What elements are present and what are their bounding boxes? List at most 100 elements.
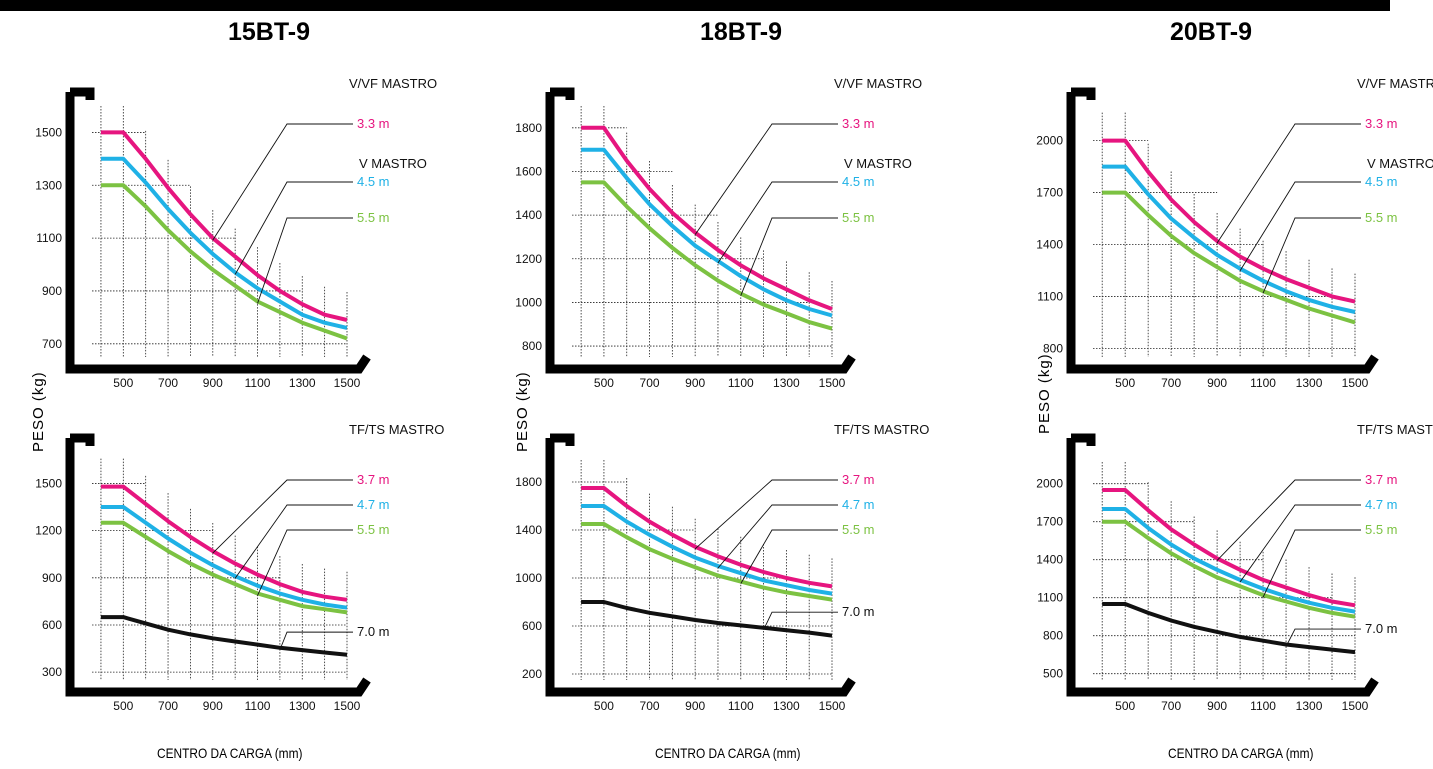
y-tick-label: 2000: [1036, 477, 1063, 491]
leader-line: [1262, 529, 1361, 598]
chart-panel-3: 200 600 1000 1400 1800 500 700 900 1100 1300 1500 3…: [515, 422, 929, 713]
series-line-3-7-m: [1102, 488, 1356, 608]
mast-header: V/VF MASTRO: [834, 76, 922, 91]
leader-line: [1262, 217, 1361, 294]
y-tick-label: 1400: [515, 523, 542, 537]
x-tick-label: 900: [1207, 699, 1227, 713]
series-label: 5.5 m: [357, 210, 390, 225]
series-line-7-0-m: [100, 615, 348, 657]
axis-corner: [1071, 87, 1096, 100]
series-line-7-0-m: [1102, 602, 1356, 655]
leader-line: [740, 529, 838, 584]
x-axis-title-20bt9: CENTRO DA CARGA (mm): [1168, 745, 1314, 761]
y-tick-label: 1200: [35, 524, 62, 538]
chart-panel-1: 300 600 900 1200 1500 500 700 900 1100 1300 1500 3.…: [35, 422, 444, 713]
y-tick-label: 1100: [1037, 591, 1063, 605]
x-tick-label: 1500: [1342, 699, 1369, 713]
x-tick-label: 500: [113, 699, 133, 713]
series-label: 4.7 m: [842, 497, 875, 512]
y-tick-label: 500: [1043, 667, 1063, 681]
axis-corner: [70, 87, 95, 100]
leader-line: [1216, 123, 1361, 244]
series-line-3-3-m: [100, 130, 348, 322]
axis-corner: [550, 433, 575, 446]
leader-line: [763, 611, 838, 630]
mast-header: V/VF MASTRO: [1357, 76, 1433, 91]
series-line-4-5-m: [581, 147, 833, 318]
leader-line: [694, 123, 838, 235]
axis-corner: [1071, 433, 1096, 446]
model-title-15bt9: 15BT-9: [228, 18, 310, 46]
series-line-5-5-m: [100, 520, 348, 615]
x-tick-label: 1300: [1296, 699, 1323, 713]
x-tick-label: 1300: [773, 376, 800, 390]
x-tick-label: 1300: [289, 376, 316, 390]
axis-frame: [1066, 92, 1379, 374]
y-tick-label: 900: [42, 284, 62, 298]
y-tick-label: 2000: [1036, 134, 1063, 148]
chart-panel-5: 500 800 1100 1400 1700 2000 500 700 900 1100 1300 1…: [1036, 422, 1433, 713]
series-line-3-3-m: [581, 125, 833, 311]
series-label: 3.3 m: [1365, 116, 1398, 131]
mast-header: TF/TS MASTRO: [349, 422, 444, 437]
series-line-5-5-m: [581, 180, 833, 331]
y-tick-label: 1600: [515, 164, 542, 178]
y-tick-label: 600: [42, 618, 62, 632]
x-tick-label: 700: [158, 699, 178, 713]
leader-line: [1239, 504, 1361, 583]
x-tick-label: 1100: [728, 376, 754, 390]
axis-frame: [545, 438, 856, 697]
x-axis-title-18bt9: CENTRO DA CARGA (mm): [655, 745, 801, 761]
y-tick-label: 1400: [1036, 237, 1063, 251]
x-tick-label: 1100: [1250, 699, 1276, 713]
x-tick-label: 700: [640, 376, 660, 390]
y-tick-label: 600: [522, 619, 542, 633]
y-tick-label: 300: [42, 665, 62, 679]
top-black-bar: [0, 0, 1390, 11]
x-tick-label: 900: [203, 376, 223, 390]
leader-line: [234, 181, 353, 275]
mast-header-2: V MASTRO: [844, 156, 912, 171]
x-tick-label: 1100: [1250, 376, 1276, 390]
x-tick-label: 700: [158, 376, 178, 390]
y-tick-label: 1000: [515, 571, 542, 585]
x-tick-label: 1100: [245, 376, 271, 390]
series-label: 4.7 m: [357, 497, 390, 512]
series-label: 3.3 m: [357, 116, 390, 131]
x-tick-label: 1500: [1342, 376, 1369, 390]
series-line-3-7-m: [581, 486, 833, 589]
series-line-5-5-m: [1102, 190, 1356, 325]
x-tick-label: 1100: [245, 699, 271, 713]
y-tick-label: 700: [42, 337, 62, 351]
axis-corner: [550, 87, 575, 100]
mast-header-2: V MASTRO: [1367, 156, 1433, 171]
x-axis-title-15bt9: CENTRO DA CARGA (mm): [157, 745, 303, 761]
y-tick-label: 1400: [515, 208, 542, 222]
y-tick-label: 1100: [36, 231, 62, 245]
y-tick-label: 1100: [1037, 289, 1063, 303]
leader-line: [740, 217, 838, 296]
series-label: 5.5 m: [842, 210, 875, 225]
leader-line: [212, 479, 353, 554]
series-label: 4.5 m: [842, 174, 875, 189]
leader-line: [257, 217, 353, 304]
x-tick-label: 500: [1115, 376, 1135, 390]
series-label: 5.5 m: [842, 522, 875, 537]
series-label: 7.0 m: [357, 624, 390, 639]
mast-header: TF/TS MASTRO: [834, 422, 929, 437]
series-line-3-3-m: [1102, 138, 1356, 304]
leader-line: [212, 123, 353, 241]
y-tick-label: 800: [522, 339, 542, 353]
y-tick-label: 800: [1043, 341, 1063, 355]
x-tick-label: 1300: [289, 699, 316, 713]
x-tick-label: 900: [685, 376, 705, 390]
series-line-4-7-m: [1102, 507, 1356, 614]
axis-frame: [1066, 438, 1379, 697]
series-line-4-5-m: [1102, 164, 1356, 314]
y-tick-label: 1500: [35, 476, 62, 490]
y-tick-label: 1800: [515, 121, 542, 135]
mast-header-2: V MASTRO: [359, 156, 427, 171]
x-tick-label: 1300: [1296, 376, 1323, 390]
leader-line: [279, 631, 353, 650]
